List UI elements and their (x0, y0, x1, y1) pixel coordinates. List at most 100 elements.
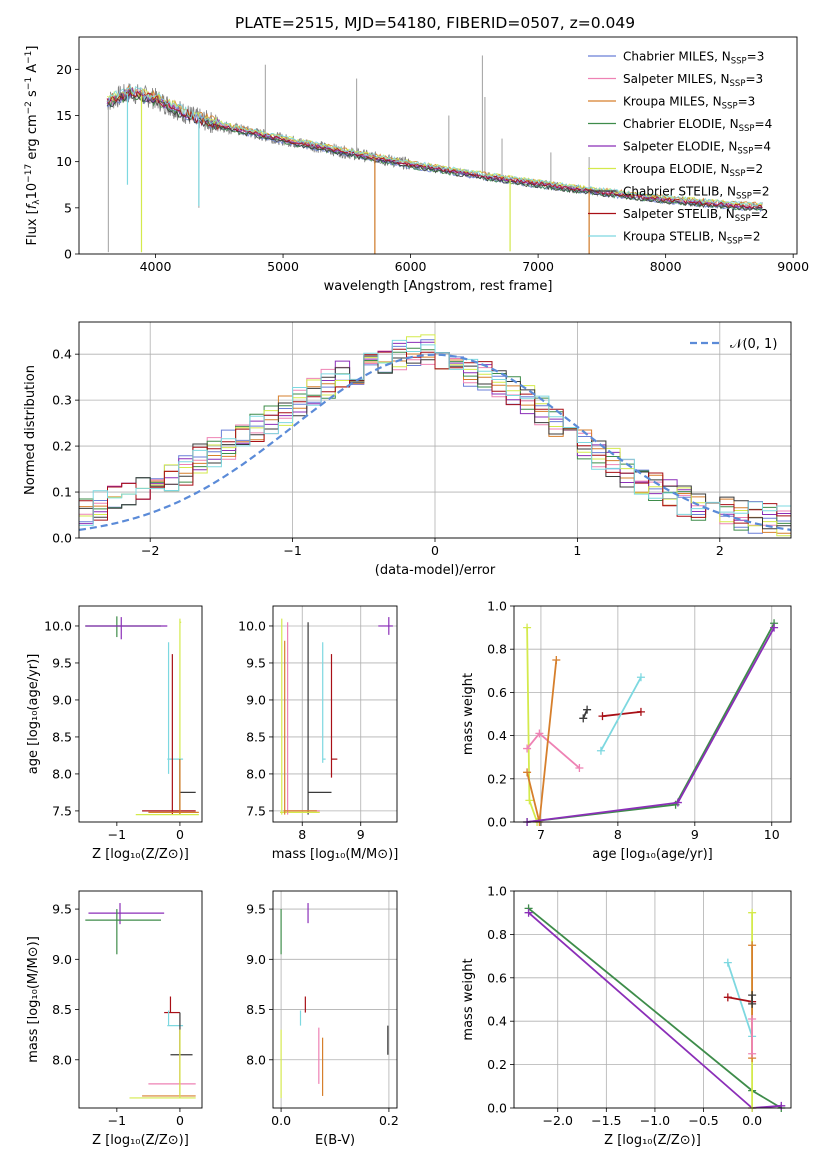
y-axis-label-part: λ (32, 199, 42, 205)
series-point-kroupa-miles (523, 768, 532, 777)
series-point-kroupa-elodie (748, 908, 757, 917)
y-tick-label: 0.0 (487, 1101, 507, 1116)
series-line-salpeter-elodie (526, 627, 775, 823)
y-tick-label: 9.5 (246, 655, 266, 670)
legend-label: Chabrier STELIB, NSSP=2 (623, 185, 770, 202)
series-point-kroupa-miles (748, 941, 757, 950)
series-point-kroupa-miles (552, 656, 561, 664)
x-axis-label: mass [log₁₀(M/M⊙)] (272, 847, 399, 862)
x-tick-label: 1 (573, 543, 581, 558)
y-tick-label: 1.0 (487, 599, 507, 614)
y-tick-label: 10.0 (44, 618, 72, 633)
x-tick-label: −1 (108, 1113, 126, 1128)
x-tick-label: 7000 (522, 259, 554, 274)
massweight-vs-age-axes: 7 8 9 10 0.0 0.2 0.4 0.6 0.8 1.0 age [log₁₀(age/yr… (461, 599, 791, 862)
series-point-kroupa-elodie (523, 623, 532, 632)
series-line-chabrier-elodie (526, 622, 775, 823)
x-tick-label: −2.0 (543, 1113, 573, 1128)
x-tick-label: 6000 (395, 259, 427, 274)
legend-label: Salpeter ELODIE, NSSP=4 (623, 140, 771, 157)
y-axis-label-part: ] (25, 46, 40, 51)
model-line-kroupa-stelib (106, 85, 763, 207)
x-tick-label: 0.0 (271, 1113, 291, 1128)
x-tick-label: 9 (357, 827, 365, 842)
legend-label-part: Salpeter STELIB, N (623, 207, 735, 221)
model-line-chabrier-stelib (106, 88, 763, 211)
x-tick-label: 8000 (650, 259, 682, 274)
y-tick-label: 0.2 (52, 439, 72, 454)
y-tick-label: 0.1 (52, 485, 72, 500)
series-point-chabrier-stelib (748, 999, 757, 1008)
x-tick-label: 0 (176, 827, 184, 842)
x-tick-label: 2 (716, 543, 724, 558)
y-tick-label: 0.4 (487, 728, 507, 743)
legend-label-part: Chabrier STELIB, N (623, 185, 736, 199)
legend-label-part: SSP (735, 214, 751, 224)
series-point-kroupa-elodie (525, 796, 534, 805)
x-tick-label: 8 (298, 827, 306, 842)
series-point-salpeter-miles (575, 764, 584, 772)
legend-label-part: =3 (747, 50, 765, 64)
y-axis-label: Flux [fλ10−17 erg cm−2 s−1 A−1] (24, 46, 42, 246)
y-tick-label: 0.6 (487, 970, 507, 985)
model-line-kroupa-elodie (106, 88, 763, 207)
y-axis-label-part: −17 (24, 164, 34, 183)
histogram-salpeter-stelib (79, 348, 791, 524)
axes-frame (78, 36, 798, 255)
x-tick-label: 9000 (777, 259, 809, 274)
x-tick-label: 0 (176, 1113, 184, 1128)
y-tick-label: 7.5 (52, 803, 72, 818)
x-axis-label: E(B-V) (315, 1133, 355, 1148)
x-axis-label: wavelength [Angstrom, rest frame] (324, 279, 553, 294)
y-tick-label: 5 (64, 200, 72, 215)
x-tick-label: −0.5 (688, 1113, 718, 1128)
x-tick-label: 9 (691, 827, 699, 842)
legend-label-part: Kroupa ELODIE, N (623, 162, 730, 176)
x-axis-label: Z [log₁₀(Z/Z⊙)] (92, 1133, 189, 1148)
legend-label: Salpeter STELIB, NSSP=2 (623, 207, 768, 224)
y-axis-label-part: s (25, 90, 40, 101)
age-vs-mass-axes: 8 9 7.5 8.0 8.5 9.0 9.5 10.0 mass [log₁₀(M/M⊙)] (238, 606, 398, 862)
series-line-salpeter-miles (526, 732, 580, 769)
y-axis-label-part: A (25, 64, 40, 77)
y-axis-label: Normed distribution (23, 365, 38, 495)
legend-label-part: Salpeter MILES, N (623, 72, 730, 86)
series-line-salpeter-stelib (727, 996, 753, 1003)
series-point-chabrier-stelib (583, 705, 592, 714)
mass-vs-ebv-marks (280, 903, 389, 1098)
series-point-salpeter-miles (523, 744, 532, 753)
legend-label: Kroupa ELODIE, NSSP=2 (623, 162, 763, 179)
legend-label-part: =2 (752, 185, 770, 199)
legend-label: Kroupa STELIB, NSSP=2 (623, 230, 761, 247)
legend-label-part: =3 (738, 95, 756, 109)
normal-curve (79, 353, 791, 531)
x-tick-label: −1 (283, 543, 301, 558)
y-axis-label: mass [log₁₀(M/M⊙)] (26, 936, 41, 1063)
axes-frame (78, 890, 203, 1109)
x-tick-label: 0 (431, 543, 439, 558)
legend-label-part: Chabrier ELODIE, N (623, 117, 739, 131)
y-tick-label: 0.0 (52, 531, 72, 546)
y-tick-label: 9.5 (52, 902, 72, 917)
series-point-salpeter-stelib (636, 707, 645, 716)
y-axis-label-part: f (25, 202, 40, 209)
legend-label: Kroupa MILES, NSSP=3 (623, 95, 755, 112)
y-tick-label: 0.4 (487, 1014, 507, 1029)
spectrum-axes: 4000 5000 6000 7000 8000 9000 0 5 10 15 20 waveleng… (56, 62, 809, 294)
x-tick-label: 7 (537, 827, 545, 842)
x-axis-label: age [log₁₀(age/yr)] (592, 847, 713, 862)
y-tick-label: 9.0 (52, 952, 72, 967)
y-tick-label: 9.5 (246, 902, 266, 917)
legend-label-part: =4 (753, 140, 771, 154)
series-point-salpeter-stelib (723, 993, 732, 1002)
y-axis-label-part: −1 (24, 51, 34, 64)
y-axis-label: age [log₁₀(age/yr)] (26, 654, 41, 775)
legend-label-part: Kroupa STELIB, N (623, 230, 727, 244)
figure-title: PLATE=2515, MJD=54180, FIBERID=0507, z=0… (235, 14, 635, 32)
x-tick-label: 4000 (140, 259, 172, 274)
legend-label-part: =2 (743, 230, 761, 244)
x-tick-label: 0.2 (379, 1113, 399, 1128)
y-axis-label: mass weight (461, 958, 476, 1040)
x-tick-label: −1.5 (591, 1113, 621, 1128)
